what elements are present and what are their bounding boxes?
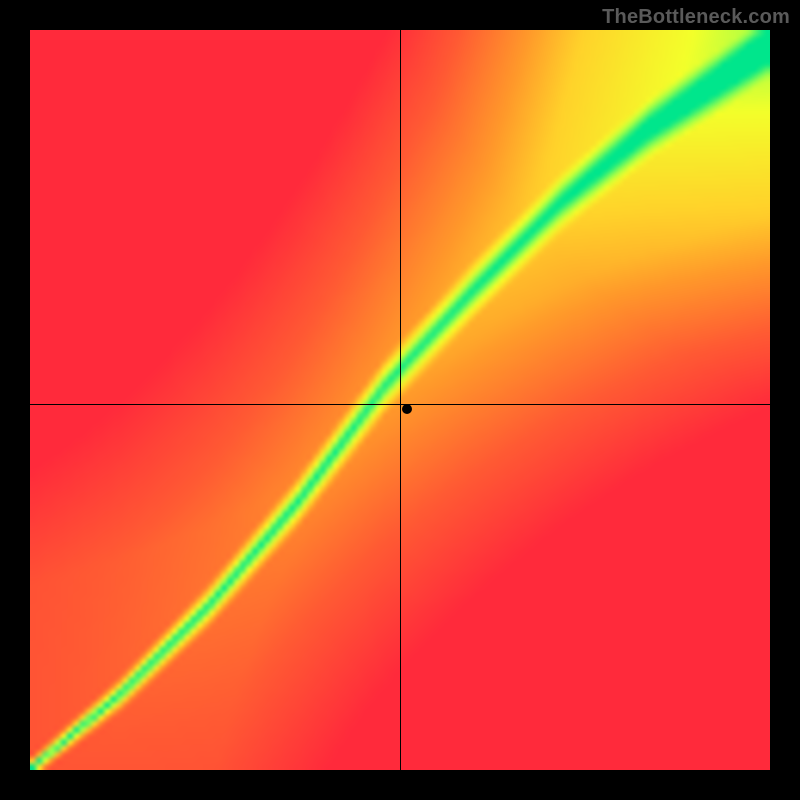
plot-area (30, 30, 770, 770)
data-point-marker (402, 404, 412, 414)
crosshair-vertical (400, 30, 401, 770)
watermark-text: TheBottleneck.com (602, 6, 790, 29)
